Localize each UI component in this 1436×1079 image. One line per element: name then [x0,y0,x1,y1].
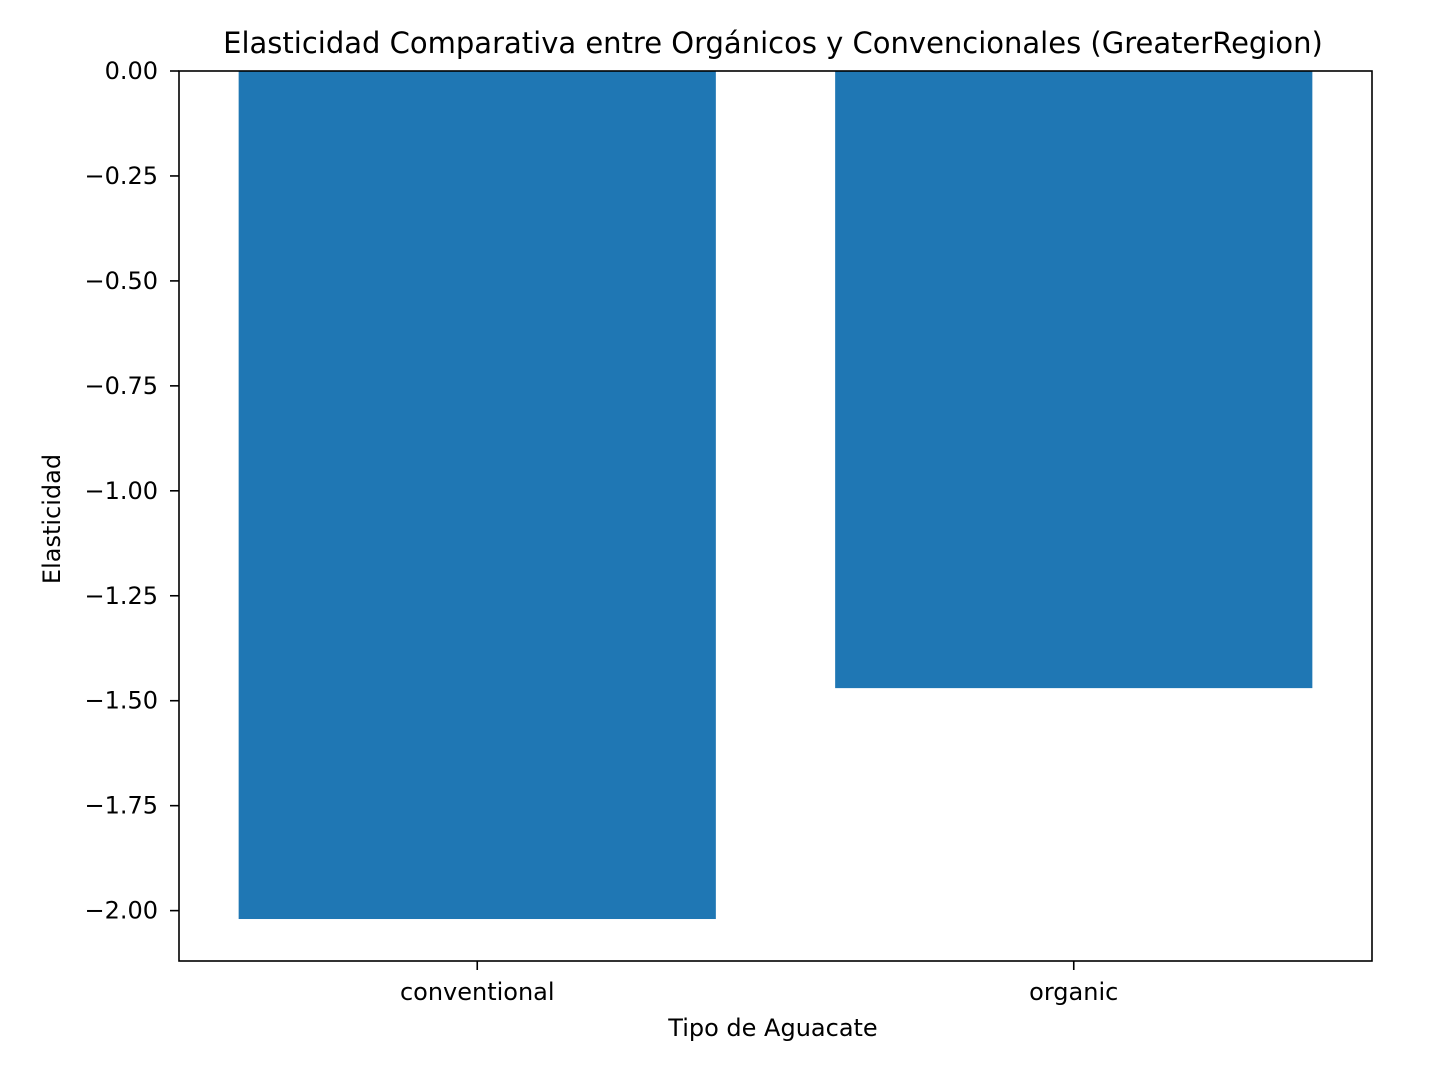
x-axis-ticks: conventional organic [400,961,1118,1006]
y-tick-label: −0.25 [84,162,158,190]
y-tick-label: −0.50 [84,267,158,295]
y-tick-label: −0.75 [84,372,158,400]
y-tick-label: −2.00 [84,897,158,925]
y-axis-ticks: 0.00 −0.25 −0.50 −0.75 −1.00 −1.25 −1.50 −1.75 −… [84,57,179,925]
plot-frame [178,70,1373,962]
y-tick-label: −1.75 [84,792,158,820]
bars-layer [238,71,1313,920]
y-tick-label: −1.25 [84,582,158,610]
bar-organic [835,71,1313,689]
y-tick-label: 0.00 [105,57,158,85]
x-axis-label: Tipo de Aguacate [667,1014,877,1042]
y-tick-label: −1.50 [84,687,158,715]
x-tick-label-conventional: conventional [400,978,555,1006]
y-tick-label: −1.00 [84,477,158,505]
y-axis-label: Elasticidad [38,454,66,584]
chart-title: Elasticidad Comparativa entre Orgánicos … [223,26,1323,60]
bar-conventional [238,71,716,920]
x-tick-label-organic: organic [1029,978,1118,1006]
